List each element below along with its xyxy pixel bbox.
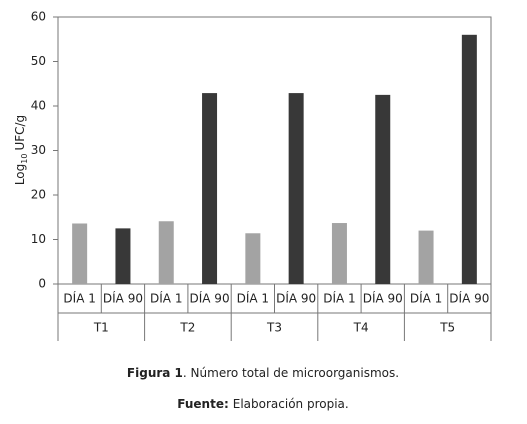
x-tick-label: DÍA 1 (63, 291, 95, 306)
x-tick-label: DÍA 1 (150, 291, 182, 306)
y-label-unit: UFC/g (13, 115, 27, 151)
source-label: Fuente: (177, 397, 229, 411)
caption-text: . Número total de microorganismos. (183, 366, 399, 380)
x-tick-label: DÍA 1 (410, 291, 442, 306)
bar (158, 221, 174, 284)
y-tick-label: 0 (38, 277, 46, 291)
bar (115, 228, 131, 284)
y-tick-label: 60 (31, 10, 46, 24)
bar (375, 94, 391, 284)
x-group-label: T2 (179, 321, 195, 335)
y-tick-label: 30 (31, 143, 46, 157)
bar (288, 93, 304, 284)
caption: Figura 1. Número total de microorganismo… (127, 366, 399, 380)
source-text: Elaboración propia. (233, 397, 349, 411)
y-tick-label: 20 (31, 188, 46, 202)
y-axis-label: Log10 UFC/g (13, 115, 29, 185)
x-group-label: T5 (439, 321, 455, 335)
bar (461, 34, 477, 284)
source: Fuente: Elaboración propia. (177, 397, 348, 411)
bar (331, 223, 347, 284)
x-group-label: T3 (266, 321, 282, 335)
x-tick-label: DÍA 90 (276, 291, 316, 306)
x-group-label: T4 (353, 321, 369, 335)
bar (245, 233, 261, 284)
x-tick-label: DÍA 1 (237, 291, 269, 306)
bar (202, 93, 218, 284)
x-tick-label: DÍA 90 (363, 291, 403, 306)
bar (72, 223, 88, 284)
x-tick-label: DÍA 90 (449, 291, 489, 306)
x-group-label: T1 (93, 321, 109, 335)
bar (418, 230, 434, 284)
y-tick-label: 10 (31, 232, 46, 246)
y-tick-label: 50 (31, 54, 46, 68)
y-label-main: Log (13, 164, 27, 185)
y-label-sub: 10 (20, 154, 29, 164)
x-tick-label: DÍA 1 (323, 291, 355, 306)
y-tick-label: 40 (31, 99, 46, 113)
x-tick-label: DÍA 90 (103, 291, 143, 306)
caption-label: Figura 1 (127, 366, 183, 380)
x-tick-label: DÍA 90 (190, 291, 230, 306)
